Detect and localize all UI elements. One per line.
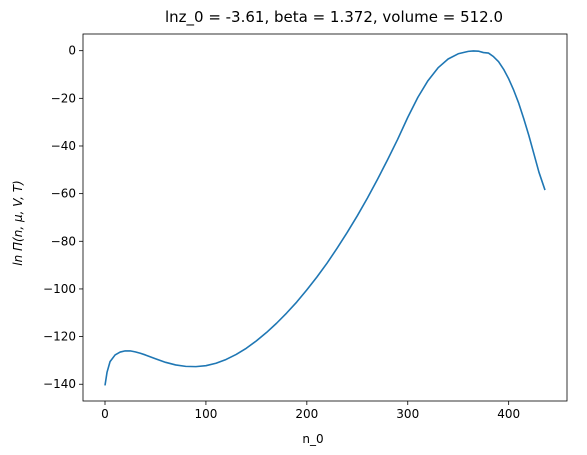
series-line-0 xyxy=(104,50,546,386)
y-tick-label: −120 xyxy=(43,330,76,344)
y-tick-label: −60 xyxy=(51,187,76,201)
x-axis-ticks: 0 100 200 300 400 xyxy=(101,401,520,421)
y-axis-ticks: 0 −20 −40 −60 −80 −100 −120 −140 xyxy=(43,44,83,391)
y-tick-label: −20 xyxy=(51,91,76,105)
plot-area xyxy=(82,33,568,402)
y-axis-label: ln Π(n, μ, V, T) xyxy=(11,180,25,265)
x-tick-label: 100 xyxy=(194,407,217,421)
x-tick-label: 200 xyxy=(295,407,318,421)
y-tick-label: −100 xyxy=(43,282,76,296)
y-tick-label: −140 xyxy=(43,377,76,391)
x-tick-label: 300 xyxy=(396,407,419,421)
x-tick-label: 400 xyxy=(497,407,520,421)
chart-title: lnz_0 = -3.61, beta = 1.372, volume = 51… xyxy=(165,8,503,27)
y-tick-label: 0 xyxy=(68,44,76,58)
x-axis-label: n_0 xyxy=(302,432,323,446)
x-tick-label: 0 xyxy=(101,407,109,421)
y-tick-label: −80 xyxy=(51,234,76,248)
y-tick-label: −40 xyxy=(51,139,76,153)
plot-frame xyxy=(82,33,568,402)
